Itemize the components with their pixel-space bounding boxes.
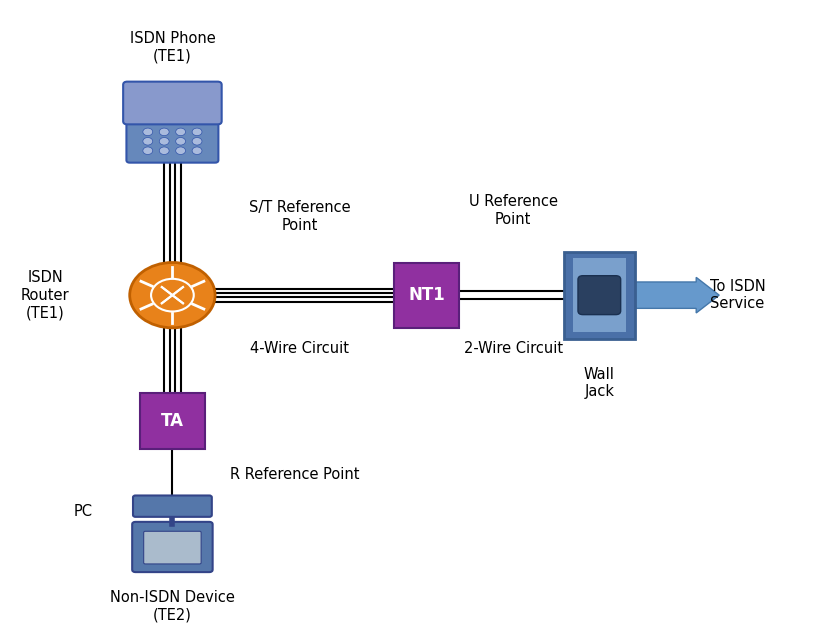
Text: PC: PC xyxy=(74,504,93,519)
FancyBboxPatch shape xyxy=(132,522,213,572)
Text: TA: TA xyxy=(161,412,184,430)
Text: ISDN
Router
(TE1): ISDN Router (TE1) xyxy=(21,270,70,320)
Circle shape xyxy=(159,138,169,145)
Circle shape xyxy=(176,128,186,136)
FancyBboxPatch shape xyxy=(573,258,626,332)
FancyBboxPatch shape xyxy=(395,263,460,328)
Circle shape xyxy=(176,147,186,154)
Circle shape xyxy=(192,128,202,136)
FancyBboxPatch shape xyxy=(140,393,205,448)
Text: ISDN Phone
(TE1): ISDN Phone (TE1) xyxy=(130,31,215,63)
Circle shape xyxy=(159,147,169,154)
Circle shape xyxy=(192,138,202,145)
Text: To ISDN
Service: To ISDN Service xyxy=(710,279,766,311)
Text: Wall
Jack: Wall Jack xyxy=(584,367,615,399)
Text: Non-ISDN Device
(TE2): Non-ISDN Device (TE2) xyxy=(110,590,235,622)
FancyBboxPatch shape xyxy=(133,495,212,517)
Circle shape xyxy=(176,138,186,145)
Circle shape xyxy=(159,128,169,136)
FancyBboxPatch shape xyxy=(126,117,218,163)
FancyBboxPatch shape xyxy=(123,82,222,124)
FancyBboxPatch shape xyxy=(144,531,201,564)
Circle shape xyxy=(192,147,202,154)
Circle shape xyxy=(143,147,153,154)
Text: NT1: NT1 xyxy=(409,286,445,304)
Circle shape xyxy=(130,263,215,328)
Circle shape xyxy=(143,138,153,145)
FancyBboxPatch shape xyxy=(578,276,621,315)
Text: 2-Wire Circuit: 2-Wire Circuit xyxy=(464,341,562,356)
Text: R Reference Point: R Reference Point xyxy=(230,467,360,482)
FancyArrow shape xyxy=(633,278,719,313)
Text: S/T Reference
Point: S/T Reference Point xyxy=(249,200,351,233)
FancyBboxPatch shape xyxy=(564,251,635,338)
Circle shape xyxy=(143,128,153,136)
Text: 4-Wire Circuit: 4-Wire Circuit xyxy=(250,341,349,356)
Text: U Reference
Point: U Reference Point xyxy=(469,194,557,227)
